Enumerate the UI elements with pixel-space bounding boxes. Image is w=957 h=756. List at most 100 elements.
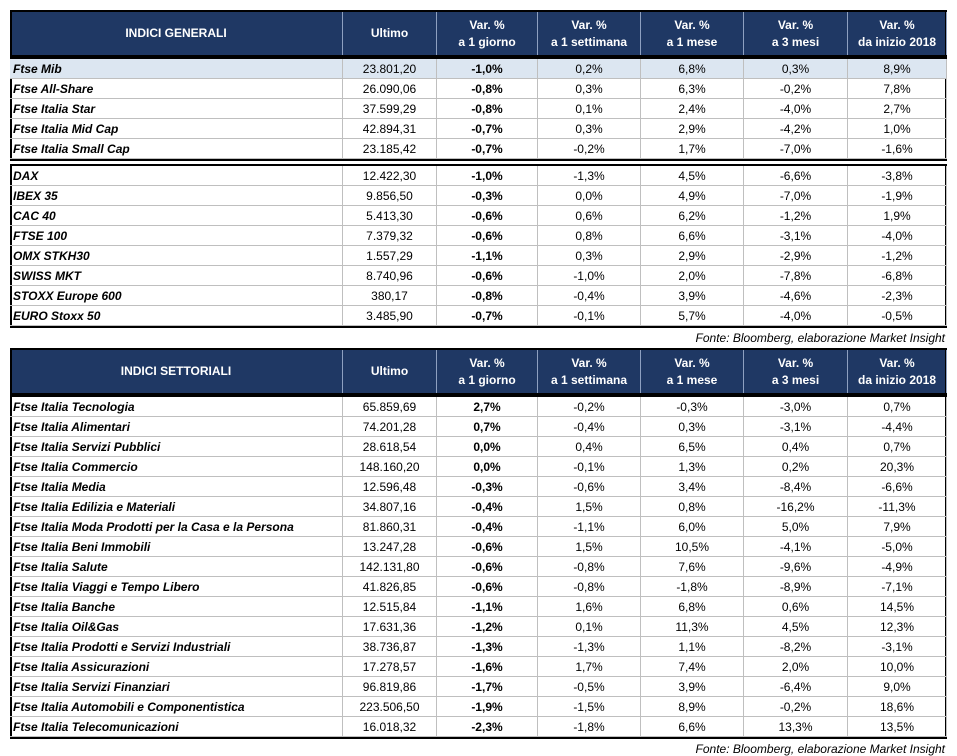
cell: 0,7%	[848, 397, 947, 417]
cell: 0,0%	[437, 437, 538, 457]
cell: 9,0%	[848, 677, 947, 697]
cell: 2,0%	[744, 657, 848, 677]
row-label: Ftse Italia Salute	[10, 557, 343, 577]
cell: 4,5%	[641, 166, 744, 186]
header-text: a 1 giorno	[458, 372, 516, 387]
header-text: a 1 settimana	[550, 34, 628, 49]
cell: -4,0%	[848, 226, 947, 246]
cell: -1,0%	[437, 166, 538, 186]
cell: 37.599,29	[343, 99, 437, 119]
header-text: Var. %	[571, 17, 607, 32]
cell: -0,7%	[437, 306, 538, 326]
source-note: Fonte: Bloomberg, elaborazione Market In…	[695, 331, 945, 345]
cell: 0,3%	[538, 246, 641, 266]
cell: -1,7%	[437, 677, 538, 697]
header-text: Ultimo	[370, 26, 409, 40]
cell: 8,9%	[848, 59, 947, 79]
header-text: Var. %	[674, 17, 710, 32]
cell: 13,5%	[848, 717, 947, 737]
cell: 2,0%	[641, 266, 744, 286]
row-label: Ftse Italia Prodotti e Servizi Industria…	[10, 637, 343, 657]
cell: 2,7%	[437, 397, 538, 417]
cell: 81.860,31	[343, 517, 437, 537]
cell: 0,4%	[744, 437, 848, 457]
cell: 9.856,50	[343, 186, 437, 206]
header-text: Ultimo	[370, 364, 409, 378]
cell: 7,6%	[641, 557, 744, 577]
cell: -0,4%	[538, 286, 641, 306]
cell: 0,1%	[538, 617, 641, 637]
row-label: Ftse Italia Commercio	[10, 457, 343, 477]
header-cell: Var. % a 1 giorno	[437, 350, 538, 393]
row-label: Ftse Italia Viaggi e Tempo Libero	[10, 577, 343, 597]
row-label: Ftse Italia Moda Prodotti per la Casa e …	[10, 517, 343, 537]
row-label: Ftse Mib	[10, 59, 343, 79]
cell: 38.736,87	[343, 637, 437, 657]
cell: 0,2%	[744, 457, 848, 477]
cell: 12.422,30	[343, 166, 437, 186]
cell: -8,2%	[744, 637, 848, 657]
table-header: INDICI SETTORIALI Ultimo Var. % a 1 giorno V…	[10, 348, 947, 395]
header-text: Var. %	[777, 17, 814, 32]
cell: 0,0%	[437, 457, 538, 477]
header-cell: Var. % da inizio 2018	[848, 12, 947, 55]
row-label: Ftse Italia Banche	[10, 597, 343, 617]
header-text: a 1 settimana	[550, 372, 628, 387]
cell: 0,8%	[538, 226, 641, 246]
cell: 17.631,36	[343, 617, 437, 637]
cell: -0,8%	[538, 577, 641, 597]
cell: 42.894,31	[343, 119, 437, 139]
cell: -1,0%	[538, 266, 641, 286]
cell: -3,1%	[744, 417, 848, 437]
cell: -0,2%	[538, 139, 641, 159]
cell: -1,3%	[437, 637, 538, 657]
cell: 13,3%	[744, 717, 848, 737]
cell: -1,3%	[538, 166, 641, 186]
cell: 1,7%	[538, 657, 641, 677]
row-label: Ftse Italia Small Cap	[10, 139, 343, 159]
cell: -4,4%	[848, 417, 947, 437]
row-label: Ftse Italia Media	[10, 477, 343, 497]
cell: 6,5%	[641, 437, 744, 457]
cell: -0,6%	[437, 557, 538, 577]
header-text: Var. %	[777, 355, 814, 370]
cell: -0,3%	[437, 477, 538, 497]
cell: 20,3%	[848, 457, 947, 477]
cell: -3,1%	[848, 637, 947, 657]
cell: -7,0%	[744, 139, 848, 159]
header-text: a 3 mesi	[771, 34, 820, 49]
cell: -0,6%	[437, 206, 538, 226]
header-cell: INDICI GENERALI	[10, 12, 343, 55]
header-cell: Ultimo	[343, 350, 437, 393]
cell: 6,6%	[641, 717, 744, 737]
header-cell: Var. % a 1 mese	[641, 350, 744, 393]
cell: -6,8%	[848, 266, 947, 286]
cell: 8.740,96	[343, 266, 437, 286]
cell: -7,8%	[744, 266, 848, 286]
cell: -11,3%	[848, 497, 947, 517]
cell: -0,6%	[437, 266, 538, 286]
cell: 1,3%	[641, 457, 744, 477]
header-text: INDICI SETTORIALI	[120, 364, 232, 378]
header-text: da inizio 2018	[857, 34, 937, 49]
header-text: Var. %	[469, 355, 505, 370]
cell: 16.018,32	[343, 717, 437, 737]
cell: -0,2%	[744, 79, 848, 99]
row-label: Ftse Italia Automobili e Componentistica	[10, 697, 343, 717]
row-label: Ftse Italia Alimentari	[10, 417, 343, 437]
cell: -1,8%	[538, 717, 641, 737]
header-cell: Var. % a 1 giorno	[437, 12, 538, 55]
row-label: EURO Stoxx 50	[10, 306, 343, 326]
cell: 4,5%	[744, 617, 848, 637]
cell: -3,1%	[744, 226, 848, 246]
cell: 148.160,20	[343, 457, 437, 477]
cell: -1,2%	[848, 246, 947, 266]
cell: 0,3%	[538, 79, 641, 99]
cell: 5,7%	[641, 306, 744, 326]
cell: 74.201,28	[343, 417, 437, 437]
cell: 41.826,85	[343, 577, 437, 597]
cell: -0,7%	[437, 139, 538, 159]
cell: 12.596,48	[343, 477, 437, 497]
cell: 17.278,57	[343, 657, 437, 677]
